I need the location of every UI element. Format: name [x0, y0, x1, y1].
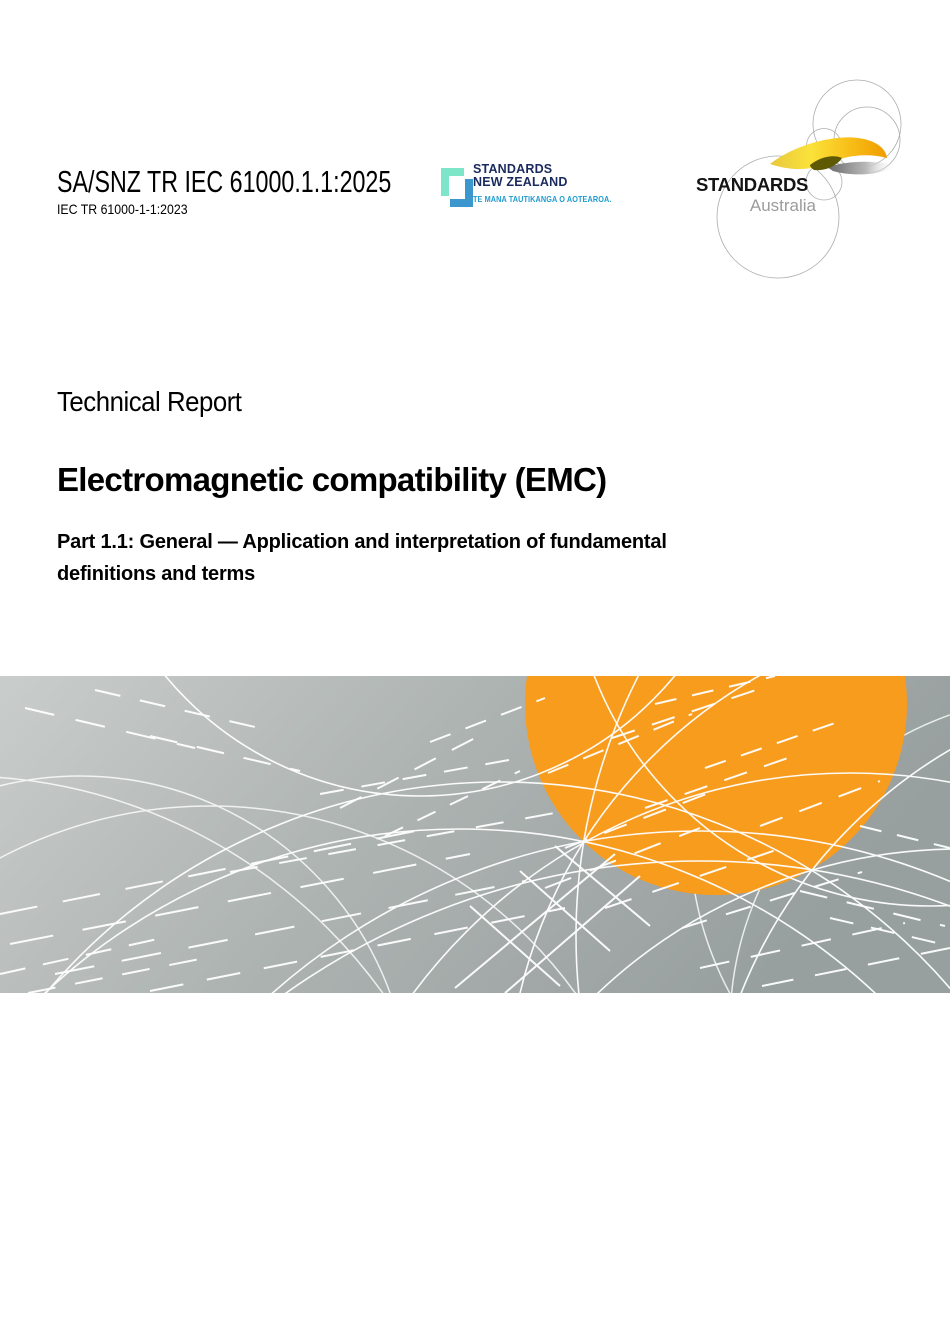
standards-nz-line1: STANDARDS: [473, 162, 553, 176]
document-codes: SA/SNZ TR IEC 61000.1.1:2025 IEC TR 6100…: [57, 164, 503, 217]
standards-nz-line2: NEW ZEALAND: [473, 175, 568, 190]
banner-geometry-art: [0, 676, 950, 993]
subtitle-line-2: definitions and terms: [57, 562, 256, 585]
report-type-heading: Technical Report: [57, 386, 242, 417]
document-code-primary: SA/SNZ TR IEC 61000.1.1:2025: [57, 164, 392, 199]
standards-australia-logo: STANDARDS Australia: [696, 65, 930, 290]
standards-australia-line1: STANDARDS: [696, 174, 809, 195]
standards-nz-logo-text: STANDARDS NEW ZEALAND TE MANA TAUTIKANGA…: [473, 162, 634, 205]
standards-nz-tagline: TE MANA TAUTIKANGA O AOTEAROA.: [473, 194, 612, 205]
standards-australia-swoosh-icon: [770, 137, 896, 175]
banner-artwork: [0, 676, 950, 993]
subtitle-line-1: Part 1.1: General — Application and inte…: [57, 531, 667, 553]
standards-australia-circles-art: [716, 79, 902, 279]
standards-australia-line2: Australia: [749, 195, 816, 215]
page-title: Electromagnetic compatibility (EMC): [57, 461, 607, 498]
page-subtitle: Part 1.1: General — Application and inte…: [57, 527, 667, 590]
standards-australia-text: STANDARDS Australia: [696, 174, 816, 215]
document-code-secondary: IEC TR 61000-1-1:2023: [57, 200, 188, 217]
standards-nz-logo-icon: [441, 168, 473, 212]
